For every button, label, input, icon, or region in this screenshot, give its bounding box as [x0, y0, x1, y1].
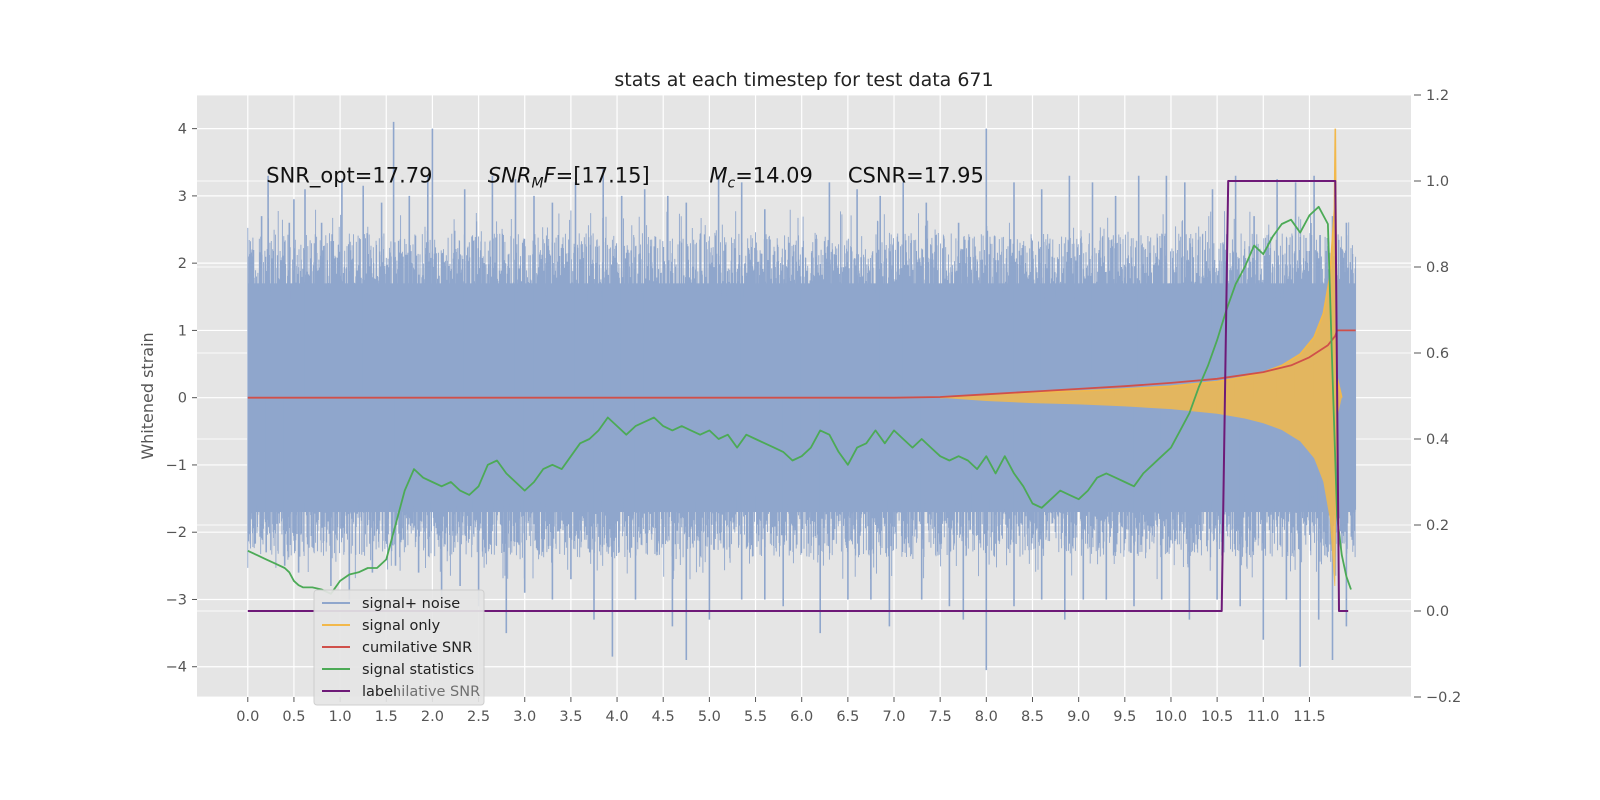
x-tick-label: 6.5	[836, 709, 859, 725]
y-tick-label: −1	[166, 458, 187, 474]
x-tick-label: 1.0	[329, 709, 352, 725]
x-tick-label: 11.0	[1247, 709, 1279, 725]
annotation-sub: c	[727, 176, 735, 192]
legend-label: label	[362, 684, 397, 700]
annotation-main: SNR	[488, 164, 532, 188]
annotation-2: Mc=14.09	[709, 164, 813, 192]
x-tick-label: 10.5	[1201, 709, 1233, 725]
annotation-rest: F=[17.15]	[544, 164, 650, 188]
series-signal-statistics	[247, 205, 1352, 595]
y-tick-label: 4	[178, 122, 187, 138]
x-tick-label: 0.5	[282, 709, 305, 725]
y-tick-label: −3	[166, 592, 187, 608]
annotation-italic: F	[544, 164, 557, 188]
y-tick-label: −2	[166, 525, 187, 541]
x-tick-label: 4.5	[652, 709, 675, 725]
y-right-tick-label: 1.0	[1426, 174, 1449, 190]
x-tick-label: 10.0	[1155, 709, 1187, 725]
legend-box	[313, 589, 485, 706]
x-tick-label: 3.5	[559, 709, 582, 725]
y-right-tick-label: 0.8	[1426, 260, 1449, 276]
x-tick-label: 5.0	[698, 709, 721, 725]
x-tick-label: 7.5	[929, 709, 952, 725]
axes: 0.0 0.5 1.0 1.5 2.0 2.5 3.0 3.5 4.0 4.5 5.0 5.5 6.0 6…	[166, 88, 1462, 725]
y-right-tick-label: 0.0	[1426, 604, 1449, 620]
legend-label: signal+ noise	[362, 596, 460, 612]
x-tick-label: 0.0	[236, 709, 259, 725]
y-right-tick-label: −0.2	[1426, 690, 1461, 706]
annotation-main: M	[709, 164, 727, 188]
x-tick-label: 7.0	[882, 709, 905, 725]
legend-label: cumilative SNR	[362, 640, 472, 656]
x-tick-label: 6.0	[790, 709, 813, 725]
legend-label: signal statistics	[362, 662, 474, 678]
x-tick-label: 2.5	[467, 709, 490, 725]
x-tick-label: 3.0	[513, 709, 536, 725]
x-tick-label: 8.5	[1021, 709, 1044, 725]
x-tick-label: 2.0	[421, 709, 444, 725]
x-tick-label: 9.0	[1067, 709, 1090, 725]
x-tick-label: 4.0	[606, 709, 629, 725]
x-tick-label: 1.5	[375, 709, 398, 725]
x-tick-label: 8.0	[975, 709, 998, 725]
y-right-tick-label: 0.2	[1426, 518, 1449, 534]
annotation-1: SNRMF=[17.15]	[488, 164, 650, 192]
legend-ghost-text: cumilative SNR	[370, 684, 480, 700]
chart-title: stats at each timestep for test data 671	[614, 69, 993, 91]
x-tick-label: 5.5	[744, 709, 767, 725]
series-label	[247, 180, 1349, 612]
x-tick-label: 11.5	[1293, 709, 1325, 725]
series-lines	[247, 180, 1356, 612]
y-tick-label: 0	[178, 391, 187, 407]
y-tick-label: 3	[178, 189, 187, 205]
y-axis-label: Whitened strain	[138, 332, 157, 459]
annotation-rest: =14.09	[735, 164, 813, 188]
y-tick-label: 1	[178, 323, 187, 339]
annotation-sub: M	[531, 176, 543, 192]
annotation-3: CSNR=17.95	[848, 164, 984, 188]
y-right-tick-label: 0.4	[1426, 432, 1449, 448]
annotations: SNR_opt=17.79 SNRMF=[17.15] Mc=14.09 CSNR=1…	[266, 164, 984, 192]
y-tick-label: 2	[178, 256, 187, 272]
x-tick-label: 9.5	[1113, 709, 1136, 725]
legend-label: signal only	[362, 618, 441, 634]
y-tick-label: −4	[166, 660, 187, 676]
legend: signal+ noise signal only cumilative SNR si…	[313, 589, 485, 706]
y-right-tick-label: 0.6	[1426, 346, 1449, 362]
y-right-tick-label: 1.2	[1426, 88, 1449, 104]
annotation-0: SNR_opt=17.79	[266, 164, 432, 189]
annotation-value: =[17.15]	[556, 164, 650, 188]
